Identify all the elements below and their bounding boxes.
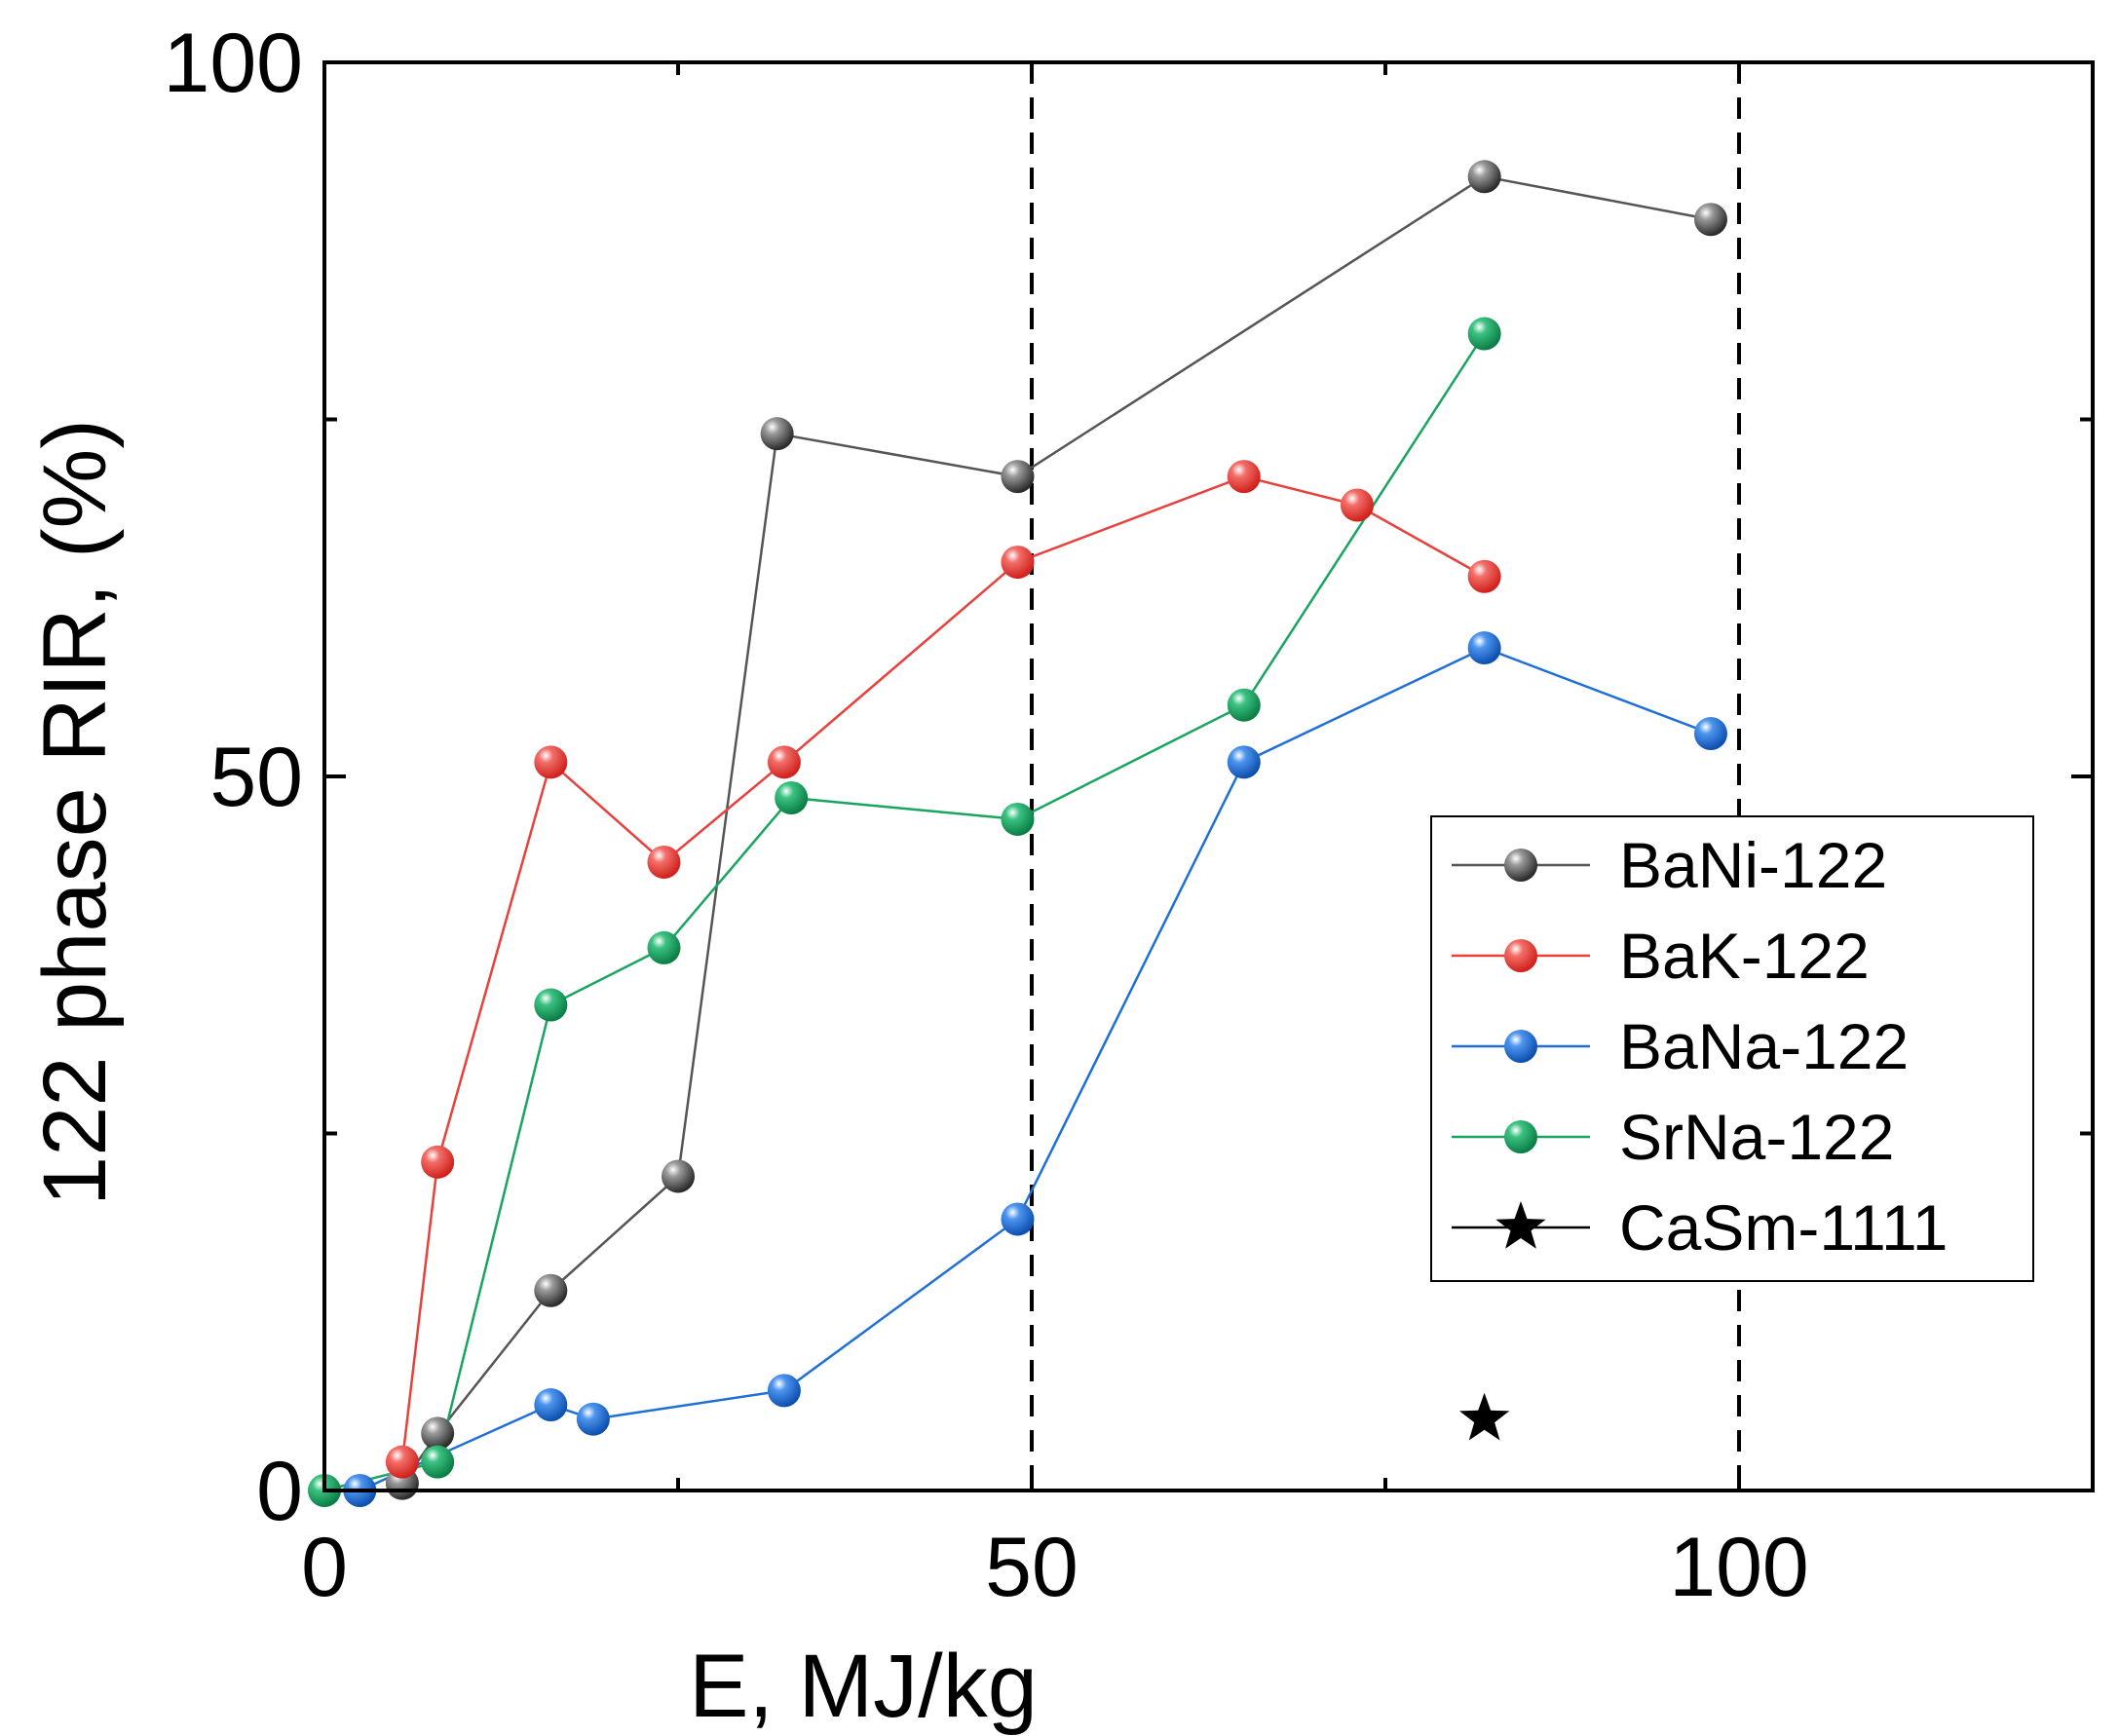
point-srna-122-6 xyxy=(1227,688,1261,722)
point-srna-122-4 xyxy=(775,780,809,814)
legend: BaNi-122 BaK-122 BaNa-122 SrNa-122 CaSm-1111 xyxy=(1430,815,2034,1282)
x-axis-label: E, MJ/kg xyxy=(689,1637,1038,1736)
point-bani-122-6 xyxy=(1467,160,1501,194)
point-bani-122-5 xyxy=(1001,460,1035,494)
point-bani-122-4 xyxy=(760,417,794,451)
point-srna-122-1 xyxy=(421,1445,455,1479)
x-tick-label-50: 50 xyxy=(985,1521,1078,1614)
legend-marker-srna-122 xyxy=(1504,1120,1537,1153)
axis-ticks xyxy=(322,60,2095,1492)
point-srna-122-2 xyxy=(534,988,568,1022)
point-bak-122-1 xyxy=(421,1145,455,1179)
point-bak-122-4 xyxy=(767,745,801,779)
legend-label-srna-122: SrNa-122 xyxy=(1619,1101,1894,1173)
x-tick-label-0: 0 xyxy=(301,1521,348,1614)
point-bak-122-2 xyxy=(534,745,568,779)
point-srna-122-3 xyxy=(647,930,681,964)
point-srna-122-5 xyxy=(1001,802,1035,836)
point-bak-122-7 xyxy=(1340,488,1374,522)
reference-lines xyxy=(1030,62,1741,1491)
point-casm-1111-0 xyxy=(1459,1392,1510,1441)
legend-marker-bak-122 xyxy=(1504,939,1537,972)
series-markers xyxy=(308,160,1727,1507)
y-axis-label: 122 phase RIR, (%) xyxy=(25,419,125,1206)
legend-marker-bani-122 xyxy=(1504,849,1537,882)
y-tick-label-100: 100 xyxy=(164,17,304,110)
x-tick-label-100: 100 xyxy=(1669,1521,1809,1614)
point-bana-122-1 xyxy=(534,1388,568,1422)
legend-label-bak-122: BaK-122 xyxy=(1619,920,1870,992)
point-bana-122-7 xyxy=(1693,717,1727,751)
point-bana-122-5 xyxy=(1227,745,1261,779)
legend-label-bani-122: BaNi-122 xyxy=(1619,829,1887,901)
legend-marker-casm-1111 xyxy=(1495,1201,1546,1249)
point-bana-122-2 xyxy=(576,1402,610,1436)
y-tick-label-50: 50 xyxy=(209,731,303,824)
point-bana-122-6 xyxy=(1467,631,1501,665)
series-line-bani-122 xyxy=(400,174,1712,1485)
x-tick-labels: 0 50 100 xyxy=(301,1521,1809,1614)
point-bana-122-4 xyxy=(1001,1202,1035,1236)
point-bak-122-8 xyxy=(1467,559,1501,593)
point-bana-122-3 xyxy=(767,1374,801,1408)
y-tick-label-0: 0 xyxy=(256,1445,303,1538)
legend-label-bana-122: BaNa-122 xyxy=(1619,1010,1909,1082)
point-bak-122-0 xyxy=(385,1445,419,1479)
series-line-srna-122 xyxy=(323,332,1486,1492)
point-bak-122-5 xyxy=(1001,546,1035,580)
series-line-bak-122 xyxy=(400,474,1486,1462)
point-bani-122-2 xyxy=(534,1273,568,1307)
point-bak-122-3 xyxy=(647,845,681,879)
y-tick-labels: 0 50 100 xyxy=(164,17,304,1538)
point-bak-122-6 xyxy=(1227,460,1261,494)
point-srna-122-7 xyxy=(1467,317,1501,351)
point-bani-122-1 xyxy=(421,1416,455,1451)
point-bani-122-3 xyxy=(662,1159,695,1193)
legend-marker-bana-122 xyxy=(1504,1030,1537,1063)
legend-label-casm-1111: CaSm-1111 xyxy=(1619,1191,1948,1264)
point-bani-122-7 xyxy=(1693,203,1727,237)
